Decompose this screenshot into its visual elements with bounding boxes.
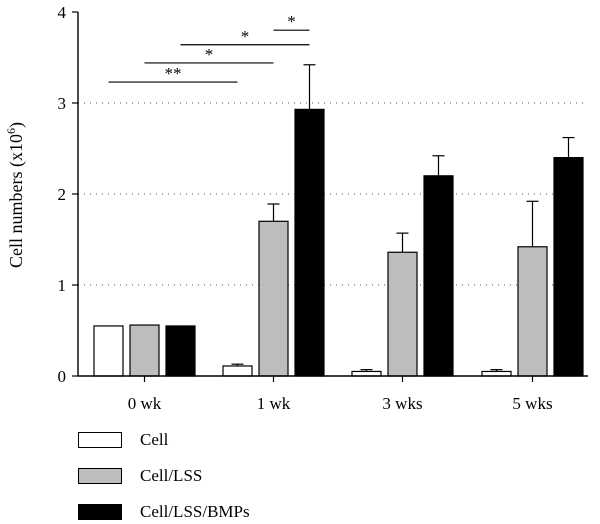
y-tick-label: 4 [58,3,67,22]
significance-marker: ** [165,64,182,83]
bar [258,220,289,377]
x-tick-label: 0 wk [128,394,162,413]
y-tick-label: 1 [58,276,67,295]
legend-swatch-cell [78,432,122,448]
legend-label-cell-lss: Cell/LSS [140,466,203,485]
significance-annotations: ***** [108,12,310,83]
bars [93,64,584,377]
legend-swatch-cell-lss [78,468,122,484]
bar [129,324,160,377]
x-tick-label: 3 wks [382,394,422,413]
x-tick-label: 5 wks [512,394,552,413]
legend-label-cell: Cell [140,430,169,449]
y-tick-label: 0 [58,367,67,386]
significance-marker: * [205,45,214,64]
bar [165,325,196,377]
bar [387,251,418,377]
y-axis-title: Cell numbers (x106) [4,122,27,268]
bar [222,365,253,377]
legend-label-cell-lss-bmps: Cell/LSS/BMPs [140,502,250,521]
significance-marker: * [287,12,296,31]
y-tick-label: 2 [58,185,67,204]
bar [294,108,325,377]
x-tick-label: 1 wk [257,394,291,413]
bar [423,175,454,377]
bar [517,246,548,377]
axes: 0 1 2 3 4 0 wk 1 wk 3 wks 5 wks [58,3,588,413]
legend-swatch-cell-lss-bmps [78,504,122,520]
bar [93,325,124,377]
grid-lines [78,102,588,286]
y-tick-label: 3 [58,94,67,113]
y-axis-title-superscript: 6 [4,128,18,134]
bar [553,157,584,377]
significance-marker: * [241,27,250,46]
